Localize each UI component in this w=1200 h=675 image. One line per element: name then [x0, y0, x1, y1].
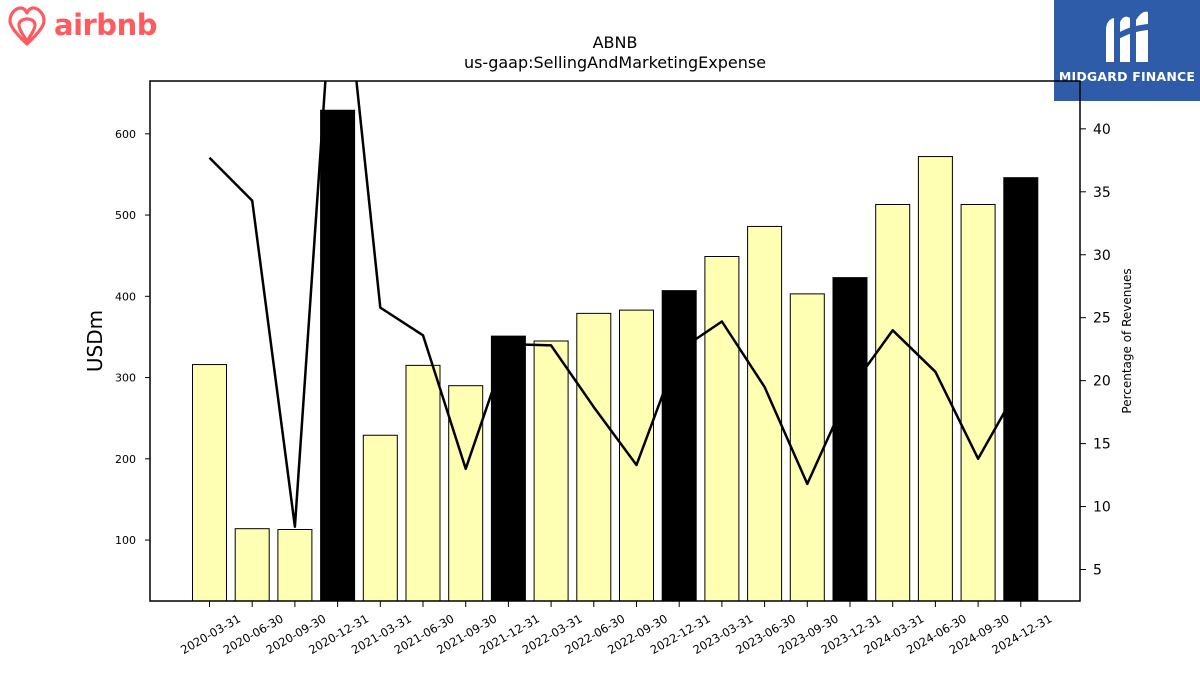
bar-2021-09-30 [448, 385, 484, 602]
bar-2023-03-31 [704, 256, 740, 602]
y2-tick-label: 30 [1093, 248, 1111, 264]
bar-2023-09-30 [789, 293, 825, 602]
bar-2020-06-30 [234, 528, 270, 602]
y2-tick-label: 10 [1093, 500, 1111, 516]
chart-title: ABNB [593, 33, 638, 52]
y-tick-label: 200 [115, 453, 136, 466]
bar-2022-12-31 [661, 290, 697, 602]
bar-2020-09-30 [277, 529, 313, 602]
bar-2021-03-31 [362, 434, 398, 602]
bar-2022-09-30 [619, 309, 654, 602]
bar-2024-12-31 [1003, 177, 1039, 602]
bar-2022-06-30 [576, 312, 612, 602]
x-axis: 2020-03-312020-06-302020-09-302020-12-31… [178, 601, 1054, 657]
midgard-finance-logo: MIDGARD FINANCE [1054, 0, 1200, 101]
bar-2021-06-30 [405, 364, 441, 602]
airbnb-logo: airbnb [4, 4, 157, 52]
bar-2024-06-30 [917, 156, 953, 602]
bar-2020-12-31 [320, 109, 356, 602]
bar-series [192, 109, 1039, 602]
chart-subtitle: us-gaap:SellingAndMarketingExpense [464, 53, 766, 72]
bar-2024-03-31 [875, 204, 911, 602]
y-tick-label: 400 [115, 290, 136, 303]
plot-frame [149, 80, 1081, 602]
y2-axis-label: Percentage of Revenues [1120, 268, 1134, 413]
y-axis-label: USDm [83, 310, 107, 372]
y2-tick-label: 35 [1093, 185, 1111, 201]
line-series [208, 81, 1022, 528]
y2-tick-label: 40 [1093, 122, 1111, 138]
y2-tick-label: 25 [1093, 311, 1111, 327]
y-tick-label: 500 [115, 209, 136, 222]
bar-2022-03-31 [533, 340, 569, 602]
bar-2024-09-30 [960, 204, 996, 602]
y-axis-left: 100 200 300 400 500 600 [115, 128, 150, 547]
pct-revenue-line [208, 81, 1022, 528]
midgard-wordmark: MIDGARD FINANCE [1058, 69, 1196, 84]
y-axis-right: 5 10 15 20 25 30 35 40 [1080, 122, 1111, 579]
y2-tick-label: 20 [1093, 374, 1111, 390]
y2-tick-label: 15 [1093, 437, 1111, 453]
y-tick-label: 100 [115, 534, 136, 547]
midgard-m-icon [1106, 11, 1148, 63]
y-tick-label: 300 [115, 372, 136, 385]
y2-tick-label: 5 [1093, 563, 1102, 579]
airbnb-belo-icon [8, 6, 46, 46]
y-tick-label: 600 [115, 128, 136, 141]
bar-2023-12-31 [832, 277, 868, 602]
airbnb-wordmark: airbnb [54, 8, 157, 42]
bar-2020-03-31 [192, 364, 227, 602]
